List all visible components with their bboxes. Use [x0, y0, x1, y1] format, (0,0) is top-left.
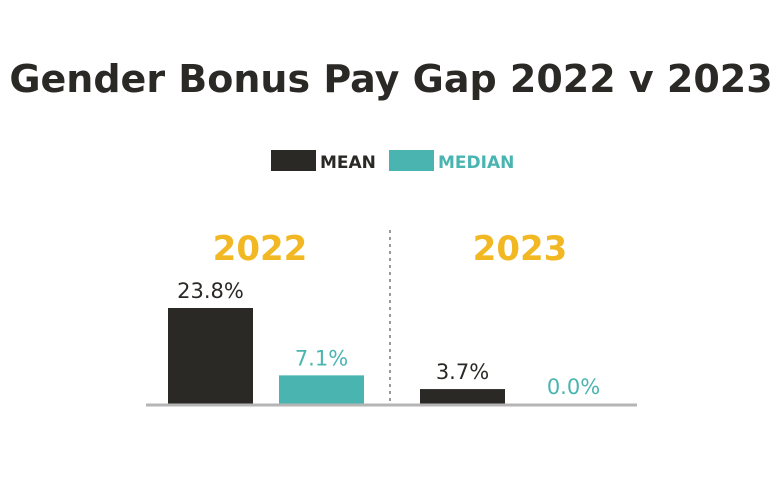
value-label-median-2023: 0.0% — [547, 375, 600, 399]
bars: 23.8% 7.1% 3.7% 0.0% — [168, 279, 600, 404]
value-label-median-2022: 7.1% — [295, 346, 348, 370]
legend-swatch-mean — [271, 150, 316, 171]
chart-title: Gender Bonus Pay Gap 2022 v 2023 — [9, 57, 772, 101]
legend-label-median: MEDIAN — [438, 153, 514, 173]
category-label-2022: 2022 — [213, 229, 308, 269]
bar-median-2022 — [279, 375, 364, 404]
value-label-mean-2022: 23.8% — [177, 279, 244, 303]
legend-label-mean: MEAN — [320, 153, 376, 173]
bar-mean-2022 — [168, 308, 253, 404]
bar-mean-2023 — [420, 389, 505, 404]
legend-swatch-median — [389, 150, 434, 171]
category-label-2023: 2023 — [473, 229, 568, 269]
legend: MEAN MEDIAN — [271, 150, 514, 173]
value-label-mean-2023: 3.7% — [436, 360, 489, 384]
